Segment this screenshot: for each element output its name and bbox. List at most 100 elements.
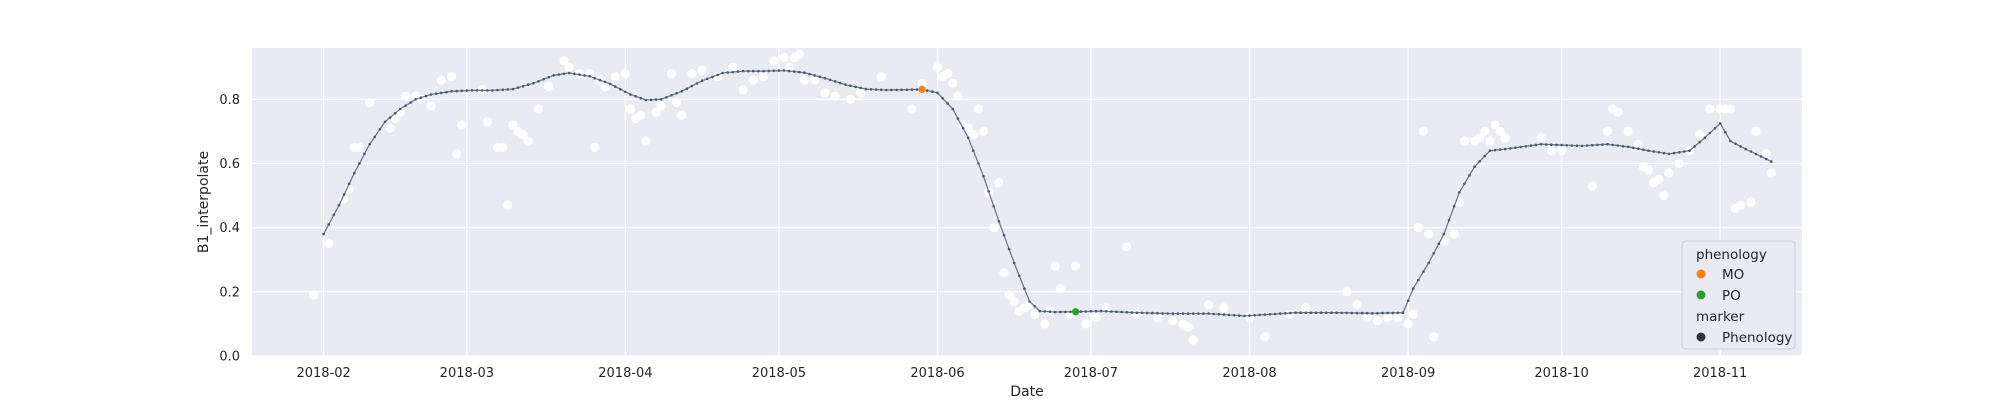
smoothed-point bbox=[716, 73, 719, 77]
raw-point bbox=[636, 110, 646, 120]
smoothed-point bbox=[1330, 311, 1333, 315]
raw-observation-points bbox=[308, 49, 1776, 345]
legend-marker-mo bbox=[1696, 269, 1706, 279]
y-tick-label: 0.2 bbox=[219, 285, 240, 300]
raw-point bbox=[564, 62, 574, 72]
smoothed-point bbox=[1498, 148, 1502, 151]
smoothed-point bbox=[414, 98, 418, 101]
raw-point bbox=[1751, 126, 1761, 137]
raw-point bbox=[457, 120, 467, 130]
legend-label-phenology: Phenology bbox=[1722, 330, 1792, 346]
smoothed-point bbox=[1376, 311, 1379, 315]
smoothed-point bbox=[1764, 157, 1768, 161]
smoothed-point bbox=[337, 203, 341, 207]
smoothed-point bbox=[1585, 144, 1589, 147]
raw-point bbox=[907, 104, 917, 114]
raw-point bbox=[1603, 126, 1613, 137]
smoothed-point bbox=[409, 101, 412, 104]
raw-point bbox=[1490, 120, 1500, 130]
raw-point bbox=[498, 142, 508, 153]
smoothed-point bbox=[1166, 312, 1169, 315]
smoothed-point bbox=[501, 88, 505, 91]
raw-point bbox=[1475, 133, 1485, 143]
smoothed-point bbox=[1483, 154, 1487, 158]
raw-point bbox=[452, 149, 462, 159]
smoothed-point bbox=[1355, 311, 1359, 315]
raw-point bbox=[503, 200, 513, 210]
smoothed-point bbox=[1284, 312, 1287, 315]
legend-label-mo: MO bbox=[1722, 267, 1744, 283]
smoothed-point bbox=[347, 182, 351, 186]
raw-point bbox=[1664, 168, 1674, 178]
raw-point bbox=[600, 81, 610, 92]
smoothed-point bbox=[1130, 311, 1134, 314]
legend-label-po: PO bbox=[1722, 288, 1741, 304]
smoothed-point bbox=[1018, 274, 1021, 278]
phenology-marker-mo bbox=[918, 85, 926, 93]
smoothed-point bbox=[1555, 143, 1558, 147]
smoothed-point bbox=[1662, 151, 1666, 155]
smoothed-point bbox=[378, 128, 382, 131]
smoothed-point bbox=[992, 205, 995, 208]
raw-point bbox=[968, 130, 978, 140]
smoothed-point bbox=[1652, 150, 1655, 153]
y-tick-label: 0.4 bbox=[219, 221, 240, 236]
smoothed-point bbox=[450, 90, 453, 93]
raw-point bbox=[1485, 136, 1495, 146]
raw-point bbox=[794, 49, 804, 60]
raw-point bbox=[1449, 229, 1459, 239]
smoothed-point bbox=[583, 74, 586, 77]
smoothed-point bbox=[542, 78, 545, 81]
smoothed-point bbox=[1028, 300, 1031, 303]
smoothed-point bbox=[424, 94, 428, 98]
smoothed-point bbox=[1626, 145, 1630, 149]
smoothed-point bbox=[1099, 309, 1103, 313]
smoothed-point bbox=[879, 88, 883, 92]
smoothed-point bbox=[1713, 126, 1717, 130]
raw-point bbox=[1613, 107, 1623, 117]
raw-point bbox=[1429, 332, 1439, 342]
raw-point bbox=[1040, 319, 1050, 329]
smoothed-point bbox=[1463, 182, 1466, 186]
smoothed-point bbox=[455, 89, 458, 93]
smoothed-point bbox=[1381, 311, 1384, 315]
smoothed-point bbox=[808, 72, 811, 76]
raw-point bbox=[1761, 149, 1771, 159]
raw-point bbox=[994, 178, 1004, 188]
smoothed-point bbox=[1232, 314, 1236, 317]
raw-point bbox=[1188, 335, 1198, 345]
legend-title-phenology: phenology bbox=[1696, 247, 1767, 263]
y-axis-ticks: 0.0 0.2 0.4 0.6 0.8 bbox=[219, 93, 240, 365]
raw-point bbox=[989, 223, 999, 233]
smoothed-point bbox=[1544, 143, 1548, 146]
smoothed-point bbox=[332, 213, 336, 217]
raw-point bbox=[365, 97, 375, 108]
smoothed-point bbox=[1575, 144, 1579, 147]
smoothed-point bbox=[731, 70, 735, 74]
raw-point bbox=[1674, 158, 1684, 169]
smoothed-point bbox=[726, 71, 729, 74]
smoothed-point bbox=[1724, 130, 1727, 134]
smoothed-point bbox=[1053, 310, 1057, 314]
smoothed-point bbox=[1729, 139, 1732, 143]
smoothed-point bbox=[1458, 191, 1461, 194]
smoothed-point bbox=[547, 76, 550, 79]
smoothed-point bbox=[1340, 311, 1343, 315]
smoothed-point bbox=[1488, 149, 1492, 152]
smoothed-point bbox=[1744, 147, 1747, 151]
smoothed-point bbox=[1432, 252, 1435, 255]
smoothed-point bbox=[1192, 312, 1195, 315]
x-tick-label: 2018-10 bbox=[1534, 366, 1588, 381]
raw-point bbox=[1050, 261, 1060, 271]
smoothed-point bbox=[537, 80, 540, 83]
smoothed-point bbox=[1647, 149, 1650, 152]
raw-point bbox=[426, 101, 436, 111]
smoothed-point bbox=[670, 94, 673, 97]
smoothed-point bbox=[1688, 149, 1691, 152]
raw-point bbox=[999, 267, 1009, 278]
smoothed-point bbox=[936, 91, 939, 95]
smoothed-point bbox=[951, 107, 955, 111]
smoothed-point bbox=[578, 73, 581, 76]
raw-point bbox=[1004, 290, 1014, 300]
